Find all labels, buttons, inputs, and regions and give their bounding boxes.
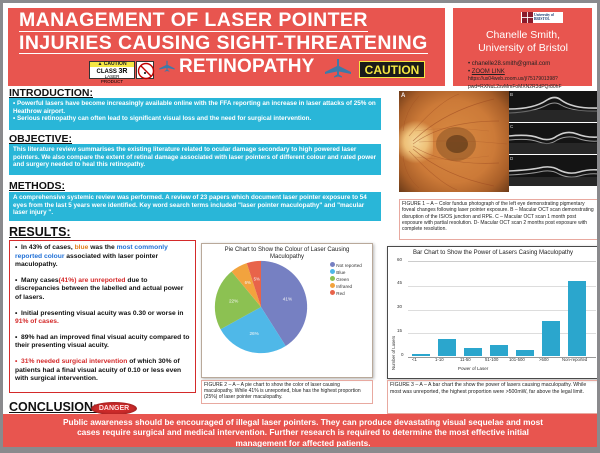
svg-text:6%: 6% — [245, 280, 251, 285]
svg-text:22%: 22% — [229, 299, 238, 304]
svg-text:5%: 5% — [254, 277, 260, 282]
svg-text:26%: 26% — [249, 331, 258, 336]
svg-text:41%: 41% — [283, 297, 292, 302]
